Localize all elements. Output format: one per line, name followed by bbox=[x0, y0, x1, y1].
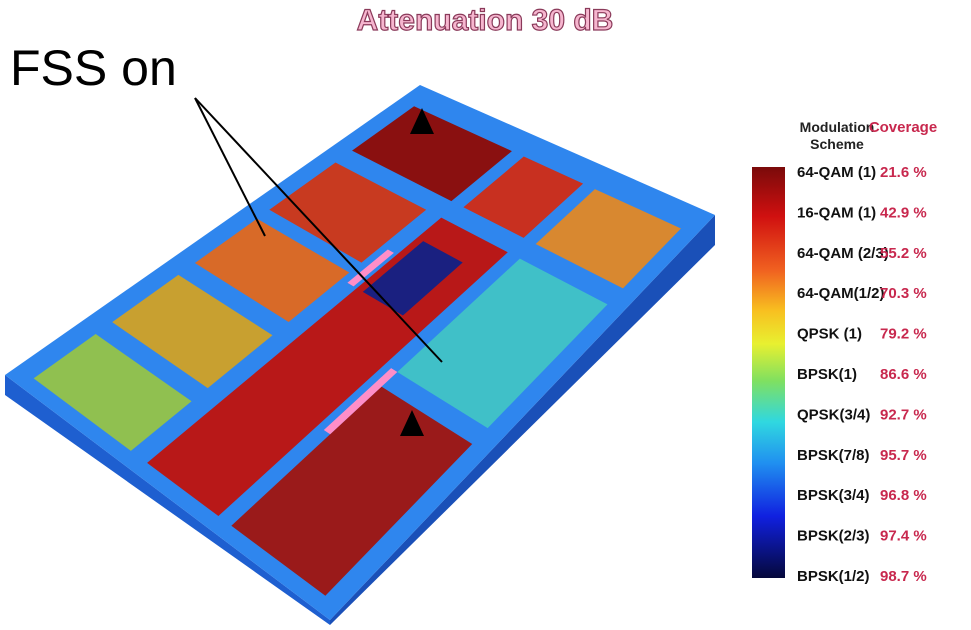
coverage-value: 95.7 % bbox=[880, 447, 927, 464]
coverage-value: 55.2 % bbox=[880, 245, 927, 262]
scheme-label: QPSK(3/4) bbox=[797, 406, 870, 423]
scheme-label: BPSK(1) bbox=[797, 366, 857, 383]
scheme-label: 64-QAM(1/2) bbox=[797, 285, 885, 302]
scheme-label: QPSK (1) bbox=[797, 326, 862, 343]
floor-plan bbox=[5, 85, 715, 625]
coverage-value: 97.4 % bbox=[880, 528, 927, 545]
annotation: FSS on bbox=[10, 40, 177, 96]
scheme-label: BPSK(1/2) bbox=[797, 568, 870, 585]
coverage-value: 21.6 % bbox=[880, 164, 927, 181]
coverage-value: 70.3 % bbox=[880, 285, 927, 302]
legend: 64-QAM (1)21.6 % 16-QAM (1)42.9 % 64-QAM (… bbox=[797, 164, 927, 585]
scheme-label: BPSK(7/8) bbox=[797, 447, 870, 464]
coverage-value: 42.9 % bbox=[880, 204, 927, 221]
scheme-label: 64-QAM (1) bbox=[797, 164, 876, 181]
color-bar bbox=[752, 167, 785, 578]
coverage-value: 79.2 % bbox=[880, 326, 927, 343]
scheme-label: 16-QAM (1) bbox=[797, 204, 876, 221]
figure: Attenuation 30 dB FSS on ModulationSchem… bbox=[0, 0, 971, 625]
coverage-value: 98.7 % bbox=[880, 568, 927, 585]
coverage-value: 96.8 % bbox=[880, 487, 927, 504]
scheme-label: BPSK(2/3) bbox=[797, 528, 870, 545]
legend-header: Coverage bbox=[869, 119, 937, 136]
scheme-label: 64-QAM (2/3) bbox=[797, 245, 889, 262]
coverage-value: 92.7 % bbox=[880, 406, 927, 423]
title: Attenuation 30 dB bbox=[357, 4, 614, 37]
scheme-label: BPSK(3/4) bbox=[797, 487, 870, 504]
coverage-value: 86.6 % bbox=[880, 366, 927, 383]
pointer-line bbox=[195, 98, 265, 236]
